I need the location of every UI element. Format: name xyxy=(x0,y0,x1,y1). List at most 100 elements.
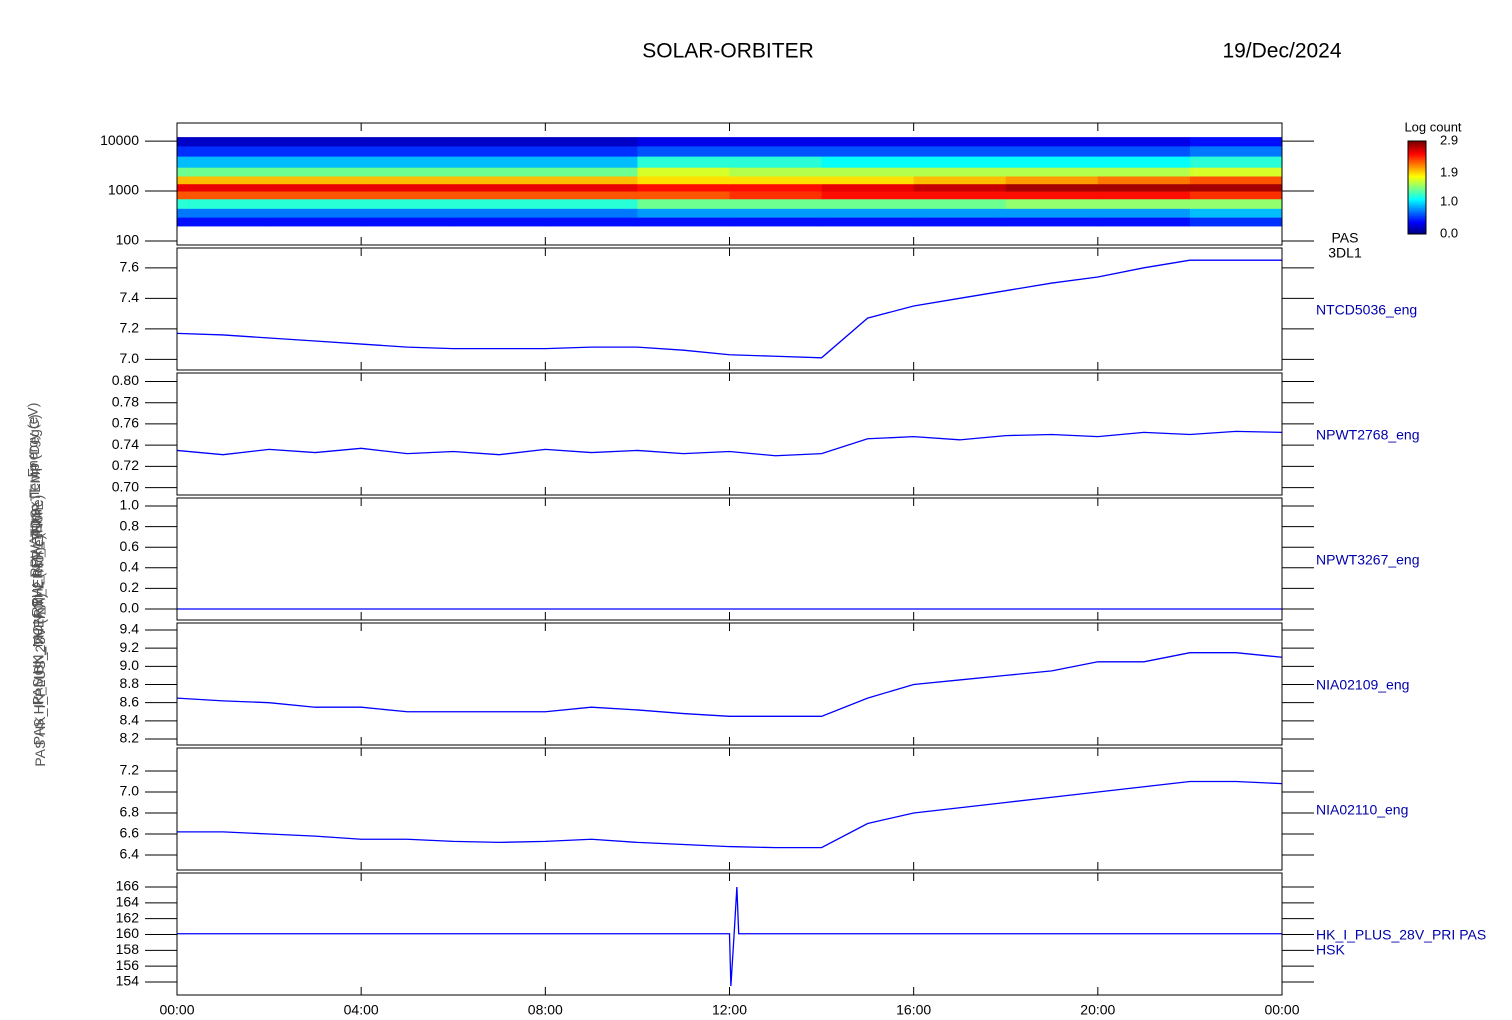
heat-cell xyxy=(1097,198,1191,209)
colorbar-swatch xyxy=(1408,201,1426,204)
heat-cell xyxy=(269,198,362,209)
y-tick-label: 8.8 xyxy=(120,675,140,691)
colorbar-swatch xyxy=(1408,151,1426,154)
heat-cell xyxy=(821,183,915,192)
heat-cell xyxy=(821,198,915,209)
heat-cell xyxy=(361,208,454,218)
heat-cell xyxy=(269,175,362,185)
colorbar-swatch xyxy=(1408,156,1426,159)
x-tick-label: 12:00 xyxy=(712,1002,747,1018)
heat-cell xyxy=(1189,191,1283,200)
heat-cell xyxy=(1189,175,1283,185)
heat-cell xyxy=(1005,198,1099,209)
heat-cell xyxy=(361,156,454,168)
heat-cell xyxy=(1005,156,1099,168)
heat-cell xyxy=(637,208,730,218)
x-tick-label: 04:00 xyxy=(344,1002,379,1018)
colorbar-swatch xyxy=(1408,221,1426,224)
heat-cell xyxy=(1097,208,1191,218)
panel-frame xyxy=(176,247,1283,371)
y-tick-label: 1000 xyxy=(108,182,139,198)
heat-cell xyxy=(1189,137,1283,147)
heat-cell xyxy=(1189,156,1283,168)
heat-cell xyxy=(545,156,638,168)
colorbar-swatch xyxy=(1408,198,1426,201)
colorbar-swatch xyxy=(1408,142,1426,145)
heat-cell xyxy=(637,137,730,147)
heat-cell xyxy=(913,191,1007,200)
colorbar-swatch xyxy=(1408,227,1426,230)
heat-cell xyxy=(177,217,270,227)
heat-cell xyxy=(545,217,638,227)
heat-cell xyxy=(913,167,1007,177)
heat-cell xyxy=(361,198,454,209)
heat-cell xyxy=(1097,156,1191,168)
heat-cell xyxy=(545,191,638,200)
heat-cell xyxy=(1189,167,1283,177)
y-tick-label: 6.8 xyxy=(120,804,140,820)
heat-cell xyxy=(821,217,915,227)
colorbar-tick-label: 0.0 xyxy=(1440,225,1458,240)
colorbar-swatch xyxy=(1408,190,1426,193)
colorbar-swatch xyxy=(1408,168,1426,171)
y-tick-label: 1.0 xyxy=(120,497,140,513)
x-tick-label: 20:00 xyxy=(1080,1002,1115,1018)
colorbar-swatch xyxy=(1408,175,1426,178)
heat-cell xyxy=(729,137,823,147)
heat-cell xyxy=(913,217,1007,227)
x-tick-label: 08:00 xyxy=(528,1002,563,1018)
panel-sublabel: HSK xyxy=(1316,942,1345,958)
colorbar-swatch xyxy=(1408,178,1426,181)
y-tick-label: 0.78 xyxy=(112,393,139,409)
y-tick-label: 166 xyxy=(116,878,140,894)
colorbar-title: Log count xyxy=(1404,119,1461,134)
y-axis-label: PAS HK_MON_THERM_2 (None) xyxy=(31,535,47,746)
colorbar-swatch xyxy=(1408,195,1426,198)
heat-cell xyxy=(269,183,362,192)
colorbar-swatch xyxy=(1408,141,1426,144)
y-tick-label: 100 xyxy=(116,232,140,248)
colorbar-swatch xyxy=(1408,176,1426,179)
heat-cell xyxy=(1097,137,1191,147)
y-tick-label: 6.6 xyxy=(120,825,140,841)
heat-cell xyxy=(637,198,730,209)
line xyxy=(176,259,1282,359)
heat-cell xyxy=(453,137,546,147)
line xyxy=(177,886,1282,987)
y-tick-label: 164 xyxy=(116,894,140,910)
colorbar-swatch xyxy=(1408,220,1426,223)
y-tick-label: 8.2 xyxy=(120,730,140,746)
heat-cell xyxy=(913,208,1007,218)
y-tick-label: 7.0 xyxy=(120,783,140,799)
y-tick-label: 7.0 xyxy=(120,350,140,366)
chart-title: SOLAR-ORBITER xyxy=(642,40,814,63)
colorbar-swatch xyxy=(1408,212,1426,215)
y-tick-label: 158 xyxy=(116,941,140,957)
date: 19/Dec/2024 xyxy=(1222,40,1341,63)
heat-cell xyxy=(453,198,546,209)
colorbar-swatch xyxy=(1408,145,1426,148)
heat-cell xyxy=(729,167,823,177)
heat-cell xyxy=(821,191,915,200)
colorbar-swatch xyxy=(1408,185,1426,188)
heat-cell xyxy=(821,137,915,147)
heat-cell xyxy=(177,191,270,200)
colorbar-swatch xyxy=(1408,170,1426,173)
panel-frame xyxy=(176,497,1283,621)
y-tick-label: 154 xyxy=(116,973,140,989)
x-tick-label: 16:00 xyxy=(896,1002,931,1018)
heat-cell xyxy=(1097,183,1191,192)
colorbar-swatch xyxy=(1408,182,1426,185)
colorbar-swatch xyxy=(1408,165,1426,168)
colorbar-swatch xyxy=(1408,213,1426,216)
colorbar-swatch xyxy=(1408,216,1426,219)
colorbar-swatch xyxy=(1408,173,1426,176)
heat-cell xyxy=(453,156,546,168)
y-tick-label: 0.80 xyxy=(112,372,139,388)
heat-cell xyxy=(1005,217,1099,227)
colorbar-swatch xyxy=(1408,209,1426,212)
heat-cell xyxy=(637,145,730,157)
colorbar-swatch xyxy=(1408,229,1426,232)
colorbar-swatch xyxy=(1408,218,1426,221)
